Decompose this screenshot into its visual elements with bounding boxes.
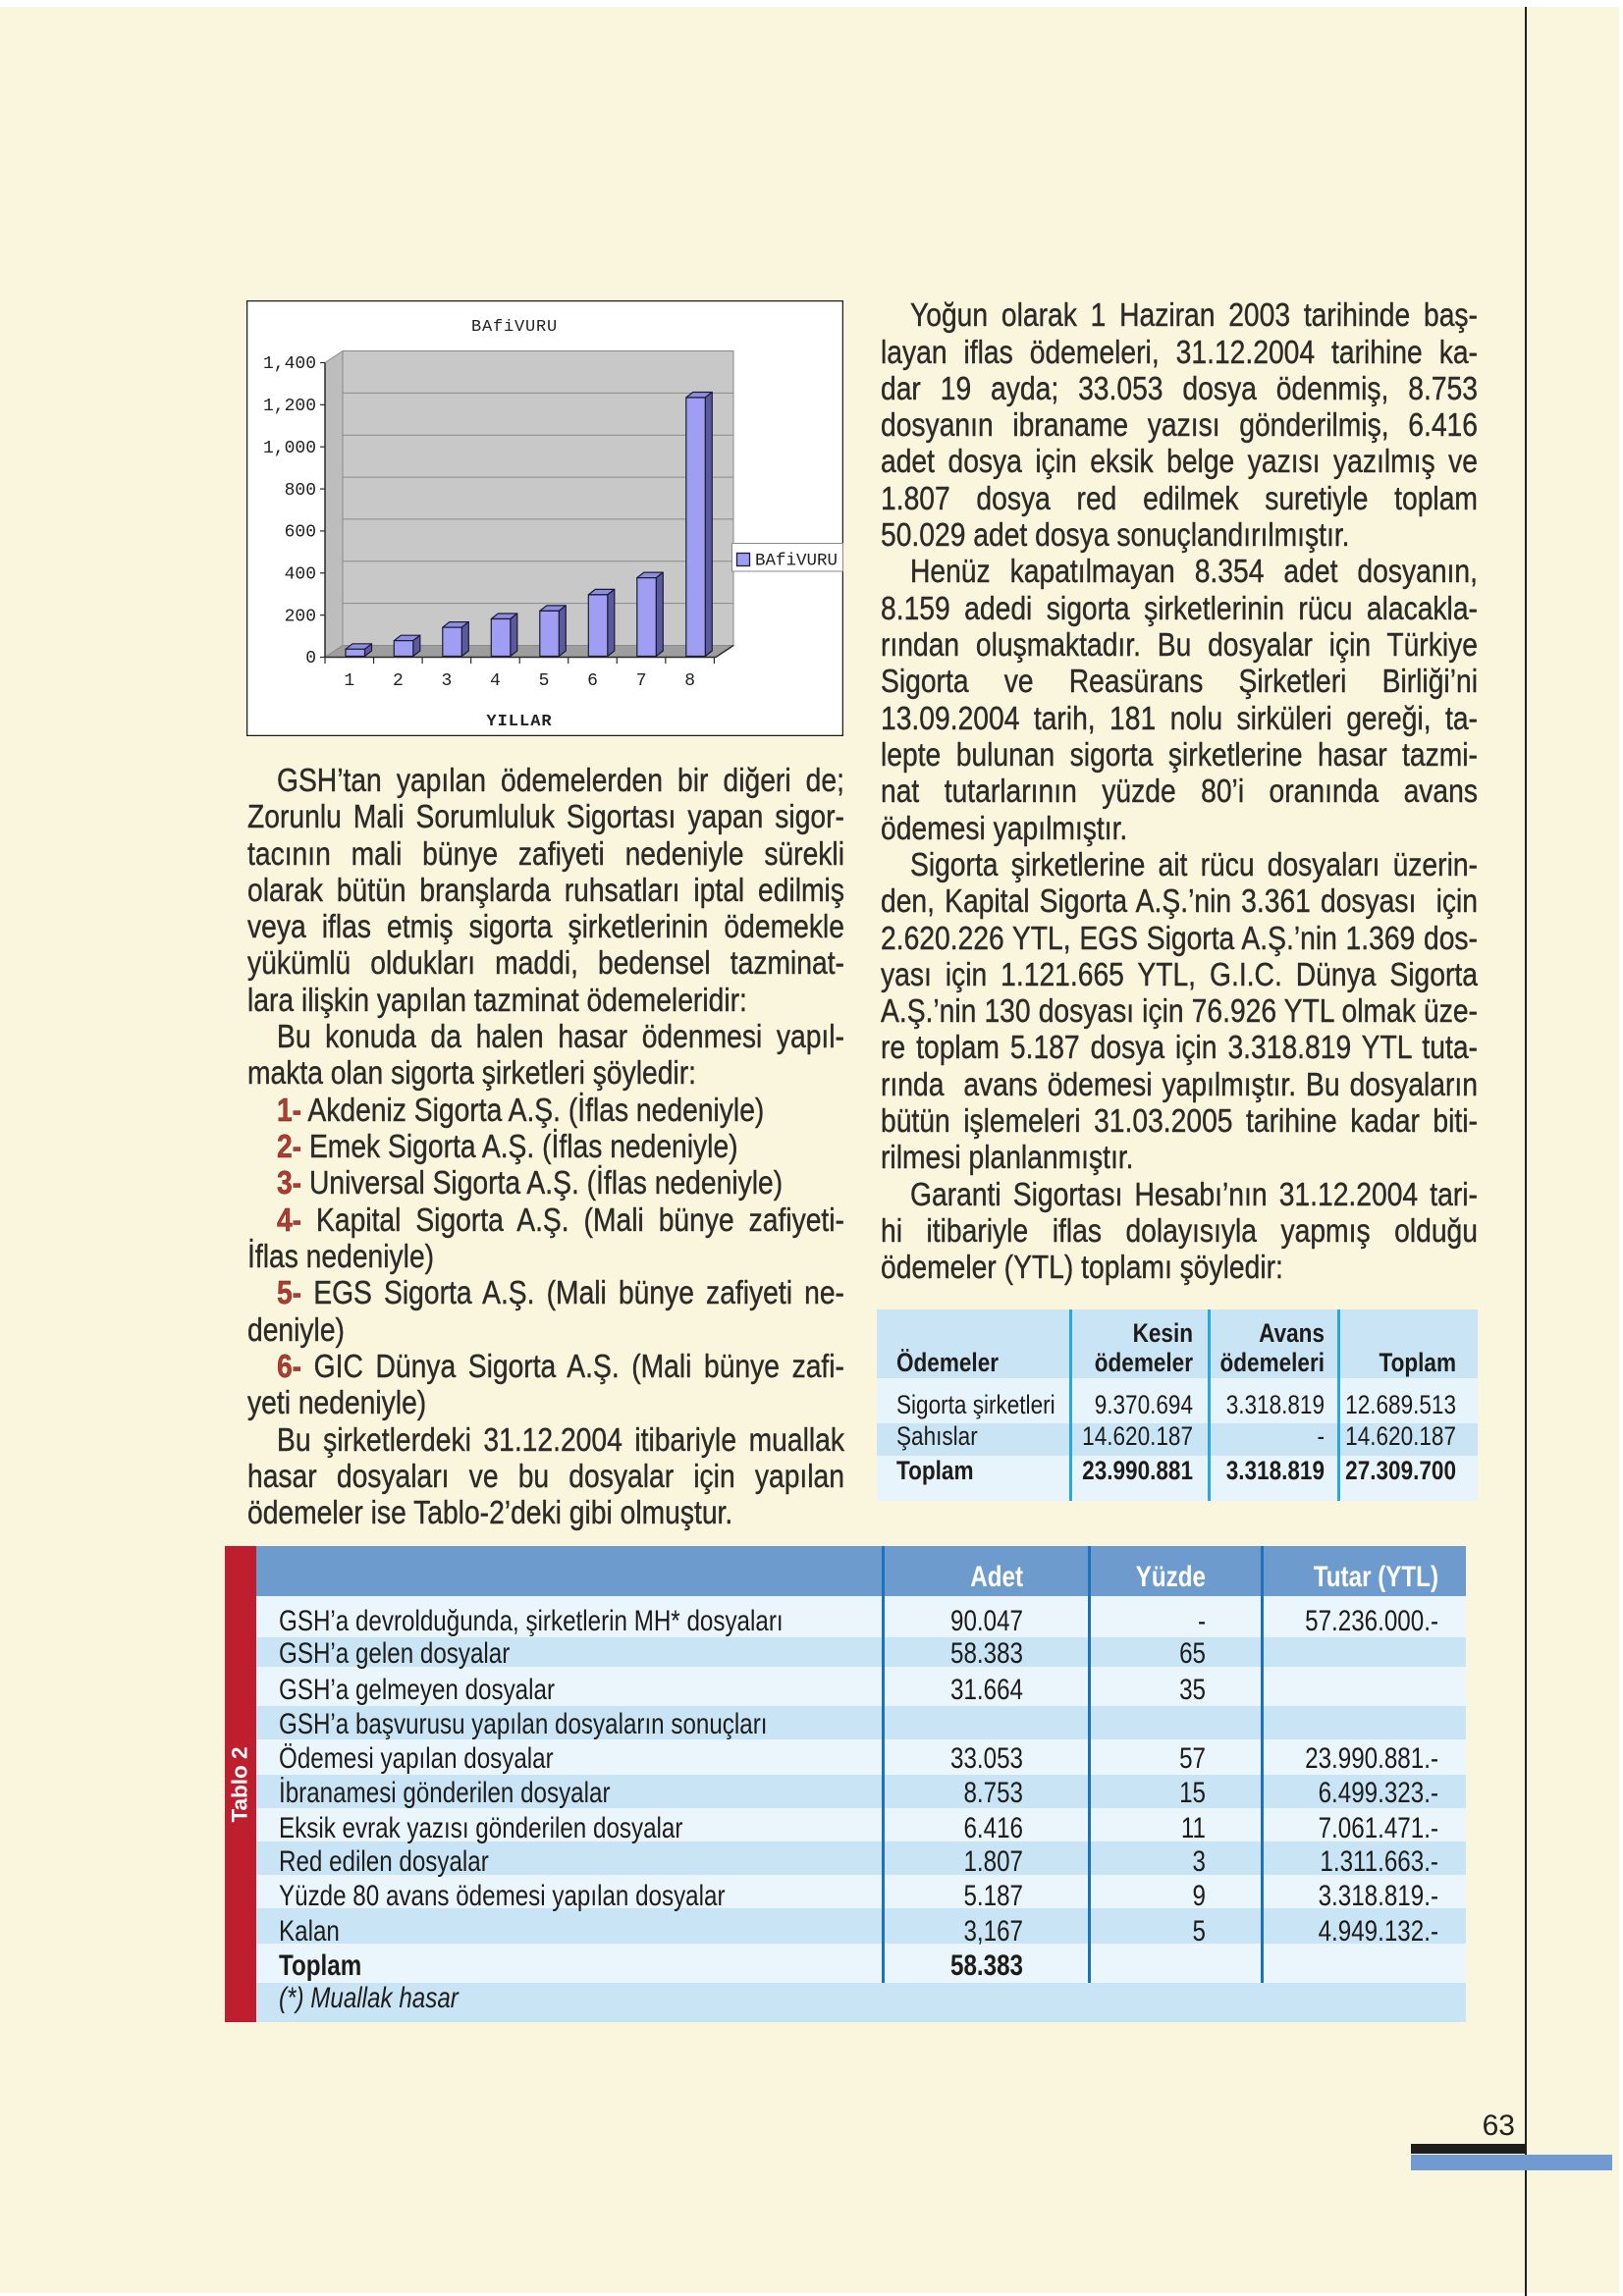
svg-text:4: 4 — [490, 671, 501, 691]
svg-text:600: 600 — [285, 523, 316, 543]
svg-text:3: 3 — [441, 671, 452, 691]
svg-text:400: 400 — [285, 564, 316, 584]
svg-text:1,000: 1,000 — [263, 439, 316, 458]
svg-text:6: 6 — [587, 671, 598, 691]
svg-text:BAfiVURU: BAfiVURU — [471, 318, 558, 337]
svg-text:YILLAR: YILLAR — [486, 713, 552, 731]
svg-text:1,400: 1,400 — [263, 354, 316, 374]
svg-text:8: 8 — [684, 671, 695, 691]
svg-text:7: 7 — [636, 671, 647, 691]
svg-text:1: 1 — [344, 671, 354, 691]
svg-text:0: 0 — [305, 649, 316, 668]
svg-text:BAfiVURU: BAfiVURU — [755, 552, 838, 571]
svg-text:200: 200 — [285, 607, 316, 626]
svg-text:2: 2 — [393, 671, 404, 691]
svg-text:1,200: 1,200 — [263, 397, 316, 416]
svg-text:800: 800 — [285, 481, 316, 501]
svg-text:5: 5 — [539, 671, 550, 691]
